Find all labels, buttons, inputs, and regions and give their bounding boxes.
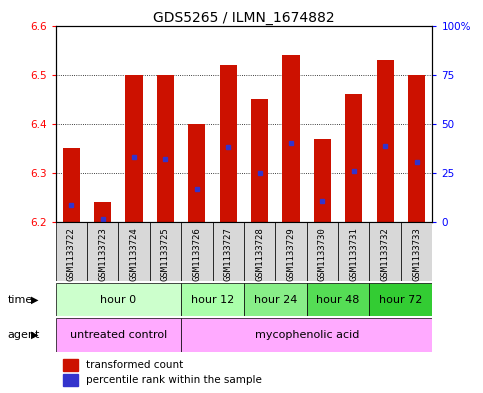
Text: untreated control: untreated control (70, 330, 167, 340)
Text: agent: agent (7, 330, 40, 340)
Bar (181, 318, 432, 352)
Bar (369, 222, 401, 281)
Text: GSM1133732: GSM1133732 (381, 227, 390, 281)
Text: GSM1133728: GSM1133728 (255, 227, 264, 281)
Bar (244, 222, 275, 281)
Bar (63, 359, 78, 371)
Text: GSM1133733: GSM1133733 (412, 227, 421, 281)
Bar (345, 94, 362, 222)
Text: hour 0: hour 0 (100, 295, 136, 305)
Text: GSM1133727: GSM1133727 (224, 227, 233, 281)
Bar (220, 65, 237, 222)
Text: GSM1133729: GSM1133729 (286, 227, 296, 281)
Bar (408, 75, 425, 222)
Bar (56, 283, 181, 316)
Bar (150, 222, 181, 281)
Bar (87, 222, 118, 281)
Bar (283, 55, 299, 222)
Text: GSM1133726: GSM1133726 (192, 227, 201, 281)
Bar (401, 222, 432, 281)
Bar (244, 283, 307, 316)
Bar (307, 283, 369, 316)
Bar (118, 222, 150, 281)
Text: GSM1133731: GSM1133731 (349, 227, 358, 281)
Bar (126, 75, 142, 222)
Text: transformed count: transformed count (85, 360, 183, 370)
Bar (369, 283, 432, 316)
Text: ▶: ▶ (31, 295, 39, 305)
Title: GDS5265 / ILMN_1674882: GDS5265 / ILMN_1674882 (153, 11, 335, 24)
Bar (157, 75, 174, 222)
Text: GSM1133723: GSM1133723 (98, 227, 107, 281)
Bar (63, 149, 80, 222)
Bar (56, 222, 87, 281)
Bar (307, 222, 338, 281)
Bar (377, 60, 394, 222)
Bar (181, 222, 213, 281)
Text: GSM1133725: GSM1133725 (161, 227, 170, 281)
Text: percentile rank within the sample: percentile rank within the sample (85, 375, 262, 385)
Bar (314, 138, 331, 222)
Text: hour 12: hour 12 (191, 295, 234, 305)
Bar (188, 124, 205, 222)
Bar (275, 222, 307, 281)
Bar (63, 374, 78, 386)
Bar (56, 318, 181, 352)
Text: GSM1133724: GSM1133724 (129, 227, 139, 281)
Text: hour 24: hour 24 (254, 295, 297, 305)
Text: mycophenolic acid: mycophenolic acid (255, 330, 359, 340)
Bar (251, 99, 268, 222)
Text: GSM1133730: GSM1133730 (318, 227, 327, 281)
Bar (213, 222, 244, 281)
Bar (94, 202, 111, 222)
Bar (181, 283, 244, 316)
Bar (338, 222, 369, 281)
Text: ▶: ▶ (31, 330, 39, 340)
Text: time: time (7, 295, 32, 305)
Text: hour 72: hour 72 (379, 295, 423, 305)
Text: GSM1133722: GSM1133722 (67, 227, 76, 281)
Text: hour 48: hour 48 (316, 295, 360, 305)
